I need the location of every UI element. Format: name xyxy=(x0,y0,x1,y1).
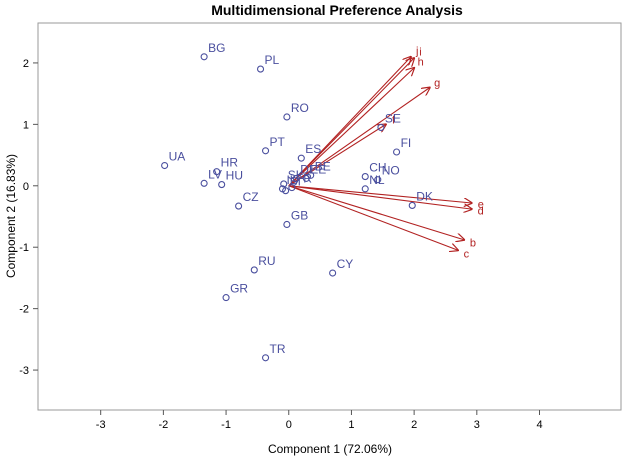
chart-title: Multidimensional Preference Analysis xyxy=(211,2,463,18)
point-label-BE: BE xyxy=(315,159,331,173)
point-UA xyxy=(161,161,169,170)
point-GR xyxy=(222,294,230,302)
point-PL xyxy=(256,65,265,73)
point-GB xyxy=(283,220,291,229)
point-RU xyxy=(250,266,258,274)
point-label-BG: BG xyxy=(208,41,225,55)
point-SK xyxy=(280,180,288,188)
point-label-LV: LV xyxy=(208,167,222,181)
point-label-CH: CH xyxy=(369,161,386,175)
y-tick-label: 1 xyxy=(23,119,29,131)
y-tick-label: -2 xyxy=(19,304,29,316)
y-tick-label: -1 xyxy=(19,242,29,254)
y-tick-label: 0 xyxy=(23,181,29,193)
x-tick-label: 3 xyxy=(474,419,480,431)
point-EE xyxy=(302,174,310,182)
point-label-SE: SE xyxy=(385,111,401,125)
point-label-CY: CY xyxy=(337,257,354,271)
attribute-vectors: j ihg f ed bc xyxy=(288,45,484,260)
point-label-DK: DK xyxy=(416,189,433,203)
point-label-RO: RO xyxy=(291,101,309,115)
point-label-GB: GB xyxy=(291,208,308,222)
point-NL xyxy=(361,185,369,193)
vector-i xyxy=(288,58,414,187)
point-BG xyxy=(200,53,208,61)
point-DK xyxy=(408,201,416,209)
x-tick-label: -2 xyxy=(158,419,168,431)
point-label-CZ: CZ xyxy=(243,190,259,204)
point-HR xyxy=(213,168,221,176)
vector-label-e: e xyxy=(478,199,484,211)
point-label-TR: TR xyxy=(270,342,286,356)
x-tick-label: -1 xyxy=(221,419,231,431)
vector-b xyxy=(288,185,465,240)
point-label-NO: NO xyxy=(382,164,400,178)
vector-label-h: h xyxy=(418,57,424,69)
y-tick-label: -3 xyxy=(19,365,29,377)
point-PT xyxy=(262,147,270,155)
point-NO xyxy=(374,176,382,184)
point-TR xyxy=(262,354,270,362)
vector-g xyxy=(288,88,430,187)
vector-label-i: i xyxy=(419,47,421,59)
plot-frame xyxy=(37,22,622,411)
point-label-EE: EE xyxy=(310,162,326,176)
point-label-GR: GR xyxy=(230,282,248,296)
point-IL xyxy=(278,185,287,193)
point-label-NL: NL xyxy=(369,173,385,187)
point-RO xyxy=(283,113,291,121)
point-CY xyxy=(329,269,337,277)
point-CZ xyxy=(235,202,243,210)
point-label-FI: FI xyxy=(401,136,412,150)
x-tick-label: 2 xyxy=(411,419,417,431)
point-HU xyxy=(218,181,226,189)
vector-d xyxy=(288,185,472,209)
y-tick-label: 2 xyxy=(23,58,29,70)
point-FR xyxy=(288,184,296,192)
point-label-IL: IL xyxy=(286,173,296,187)
x-tick-label: 0 xyxy=(286,419,292,431)
point-CH xyxy=(361,173,369,181)
x-tick-label: -3 xyxy=(96,419,106,431)
point-LV xyxy=(200,179,208,187)
point-label-HR: HR xyxy=(221,156,239,170)
vector-label-g: g xyxy=(434,77,440,89)
x-tick-label: 4 xyxy=(536,419,542,431)
vector-label-j: j xyxy=(415,45,418,57)
point-label-FR: FR xyxy=(296,172,312,186)
vector-label-b: b xyxy=(470,237,476,249)
x-axis: -3 -2 -1 0 1 2 3 4 xyxy=(96,410,543,431)
point-label-PT: PT xyxy=(270,135,286,149)
vector-h xyxy=(288,68,414,187)
y-axis-label: Component 2 (16.83%) xyxy=(4,154,18,278)
vector-label-f: f xyxy=(392,115,396,127)
point-ES xyxy=(297,154,305,162)
point-label-PL: PL xyxy=(265,53,280,67)
y-axis: -3 -2 -1 0 1 2 xyxy=(19,58,38,377)
vector-label-c: c xyxy=(464,248,470,260)
vector-label-d: d xyxy=(478,205,484,217)
point-DE xyxy=(292,174,300,182)
point-SE xyxy=(377,123,385,131)
point-label-RU: RU xyxy=(258,254,275,268)
x-axis-label: Component 1 (72.06%) xyxy=(268,442,392,456)
vector-e xyxy=(288,185,472,203)
point-label-SI: SI xyxy=(290,175,301,189)
vector-c xyxy=(288,185,458,251)
x-tick-label: 1 xyxy=(348,419,354,431)
point-label-HU: HU xyxy=(226,169,243,183)
point-label-UA: UA xyxy=(169,150,186,164)
point-FI xyxy=(393,148,401,156)
point-label-ES: ES xyxy=(305,142,321,156)
